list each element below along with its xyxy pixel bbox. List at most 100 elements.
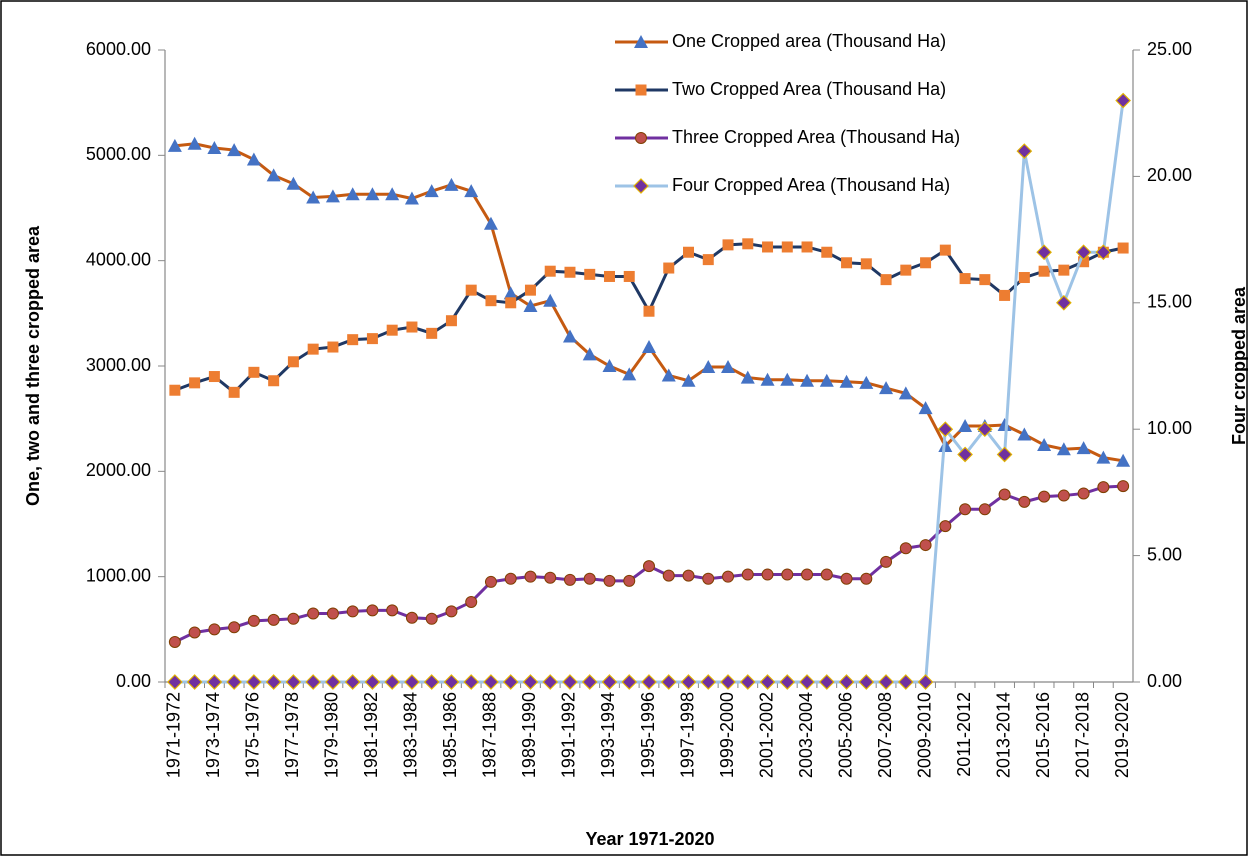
triangle-marker: [634, 35, 648, 48]
square-marker: [1038, 265, 1050, 277]
circle-marker: [781, 568, 794, 581]
y-tick-label: 3000.00: [86, 355, 151, 375]
square-marker: [564, 266, 576, 278]
diamond-marker: [779, 674, 796, 690]
triangle-marker: [1056, 442, 1071, 456]
circle-marker: [326, 607, 339, 620]
square-marker: [781, 241, 793, 253]
diamond-marker: [996, 446, 1013, 463]
x-tick-label: 1987-1988: [480, 692, 500, 778]
square-marker: [999, 289, 1011, 301]
diamond-marker: [601, 674, 618, 690]
diamond-marker: [542, 674, 559, 690]
circle-marker: [386, 604, 399, 617]
y-tick-label: 5000.00: [86, 144, 151, 164]
triangle-marker: [562, 329, 577, 343]
square-marker: [801, 241, 813, 253]
square-marker: [366, 333, 378, 345]
circle-marker: [544, 571, 557, 584]
triangle-marker: [997, 417, 1012, 431]
triangle-marker: [325, 189, 340, 203]
triangle-marker: [464, 184, 479, 198]
y-tick-label: 0.00: [116, 671, 151, 691]
circle-marker: [741, 568, 754, 581]
diamond-marker: [878, 674, 894, 690]
diamond-marker: [633, 178, 649, 194]
triangle-marker: [839, 374, 854, 388]
diamond-marker: [858, 674, 875, 690]
circle-marker: [998, 488, 1011, 501]
y2-tick-label: 5.00: [1147, 544, 1182, 564]
circle-marker: [1117, 480, 1130, 493]
circle-marker: [563, 573, 576, 586]
square-marker: [979, 274, 991, 286]
diamond-marker: [957, 446, 973, 463]
x-tick-label: 1995-1996: [638, 692, 658, 778]
x-tick-label: 1975-1976: [243, 692, 263, 778]
x-axis-title: Year 1971-2020: [585, 829, 714, 849]
square-marker: [635, 84, 647, 96]
circle-marker: [603, 574, 616, 587]
square-marker: [169, 384, 181, 396]
diamond-marker: [186, 674, 203, 690]
diamond-marker: [1056, 294, 1072, 311]
circle-marker: [662, 569, 675, 582]
square-marker: [465, 284, 477, 296]
square-marker: [189, 377, 201, 389]
square-marker: [327, 341, 339, 353]
triangle-marker: [404, 191, 419, 205]
circle-marker: [504, 572, 517, 585]
square-marker: [544, 265, 556, 277]
legend-label: One Cropped area (Thousand Ha): [672, 31, 946, 51]
square-marker: [920, 257, 932, 269]
x-tick-label: 1991-1992: [559, 692, 579, 778]
diamond-marker: [404, 674, 420, 690]
legend-label: Three Cropped Area (Thousand Ha): [672, 127, 960, 147]
triangle-marker: [385, 187, 400, 201]
triangle-marker: [958, 419, 973, 433]
circle-marker: [247, 614, 260, 627]
x-tick-label: 1985-1986: [440, 692, 460, 778]
diamond-marker: [897, 674, 914, 690]
diamond-marker: [917, 674, 934, 690]
circle-marker: [346, 605, 359, 618]
triangle-marker: [582, 347, 597, 361]
diamond-marker: [384, 674, 401, 690]
x-tick-label: 1971-1972: [164, 692, 184, 778]
triangle-marker: [306, 190, 321, 204]
circle-marker: [425, 612, 438, 625]
square-marker: [722, 239, 734, 251]
circle-marker: [702, 572, 715, 585]
triangle-marker: [543, 293, 558, 307]
square-marker: [208, 371, 220, 383]
square-marker: [1078, 256, 1090, 268]
triangle-marker: [266, 168, 281, 182]
x-tick-label: 2015-2016: [1033, 692, 1053, 778]
square-marker: [248, 366, 260, 378]
triangle-marker: [1037, 438, 1052, 451]
diamond-marker: [265, 674, 282, 690]
x-tick-label: 1977-1978: [282, 692, 302, 778]
diamond-marker: [1075, 244, 1092, 261]
triangle-marker: [800, 373, 815, 387]
y-tick-label: 4000.00: [86, 249, 151, 269]
diamond-marker: [739, 674, 756, 690]
triangle-marker: [1116, 453, 1131, 467]
triangle-marker: [1076, 441, 1091, 455]
diamond-marker: [818, 674, 835, 690]
diamond-marker: [246, 674, 262, 690]
diamond-marker: [167, 674, 183, 690]
triangle-marker: [760, 372, 775, 386]
circle-marker: [801, 568, 814, 581]
circle-marker: [880, 555, 893, 568]
square-marker: [603, 270, 615, 282]
square-marker: [860, 258, 872, 270]
diamond-marker: [285, 674, 302, 690]
circle-marker: [635, 132, 647, 144]
y-tick-label: 1000.00: [86, 565, 151, 585]
circle-marker: [465, 595, 478, 608]
triangle-marker: [167, 138, 182, 152]
circle-marker: [267, 613, 280, 626]
square-marker: [1117, 242, 1129, 254]
